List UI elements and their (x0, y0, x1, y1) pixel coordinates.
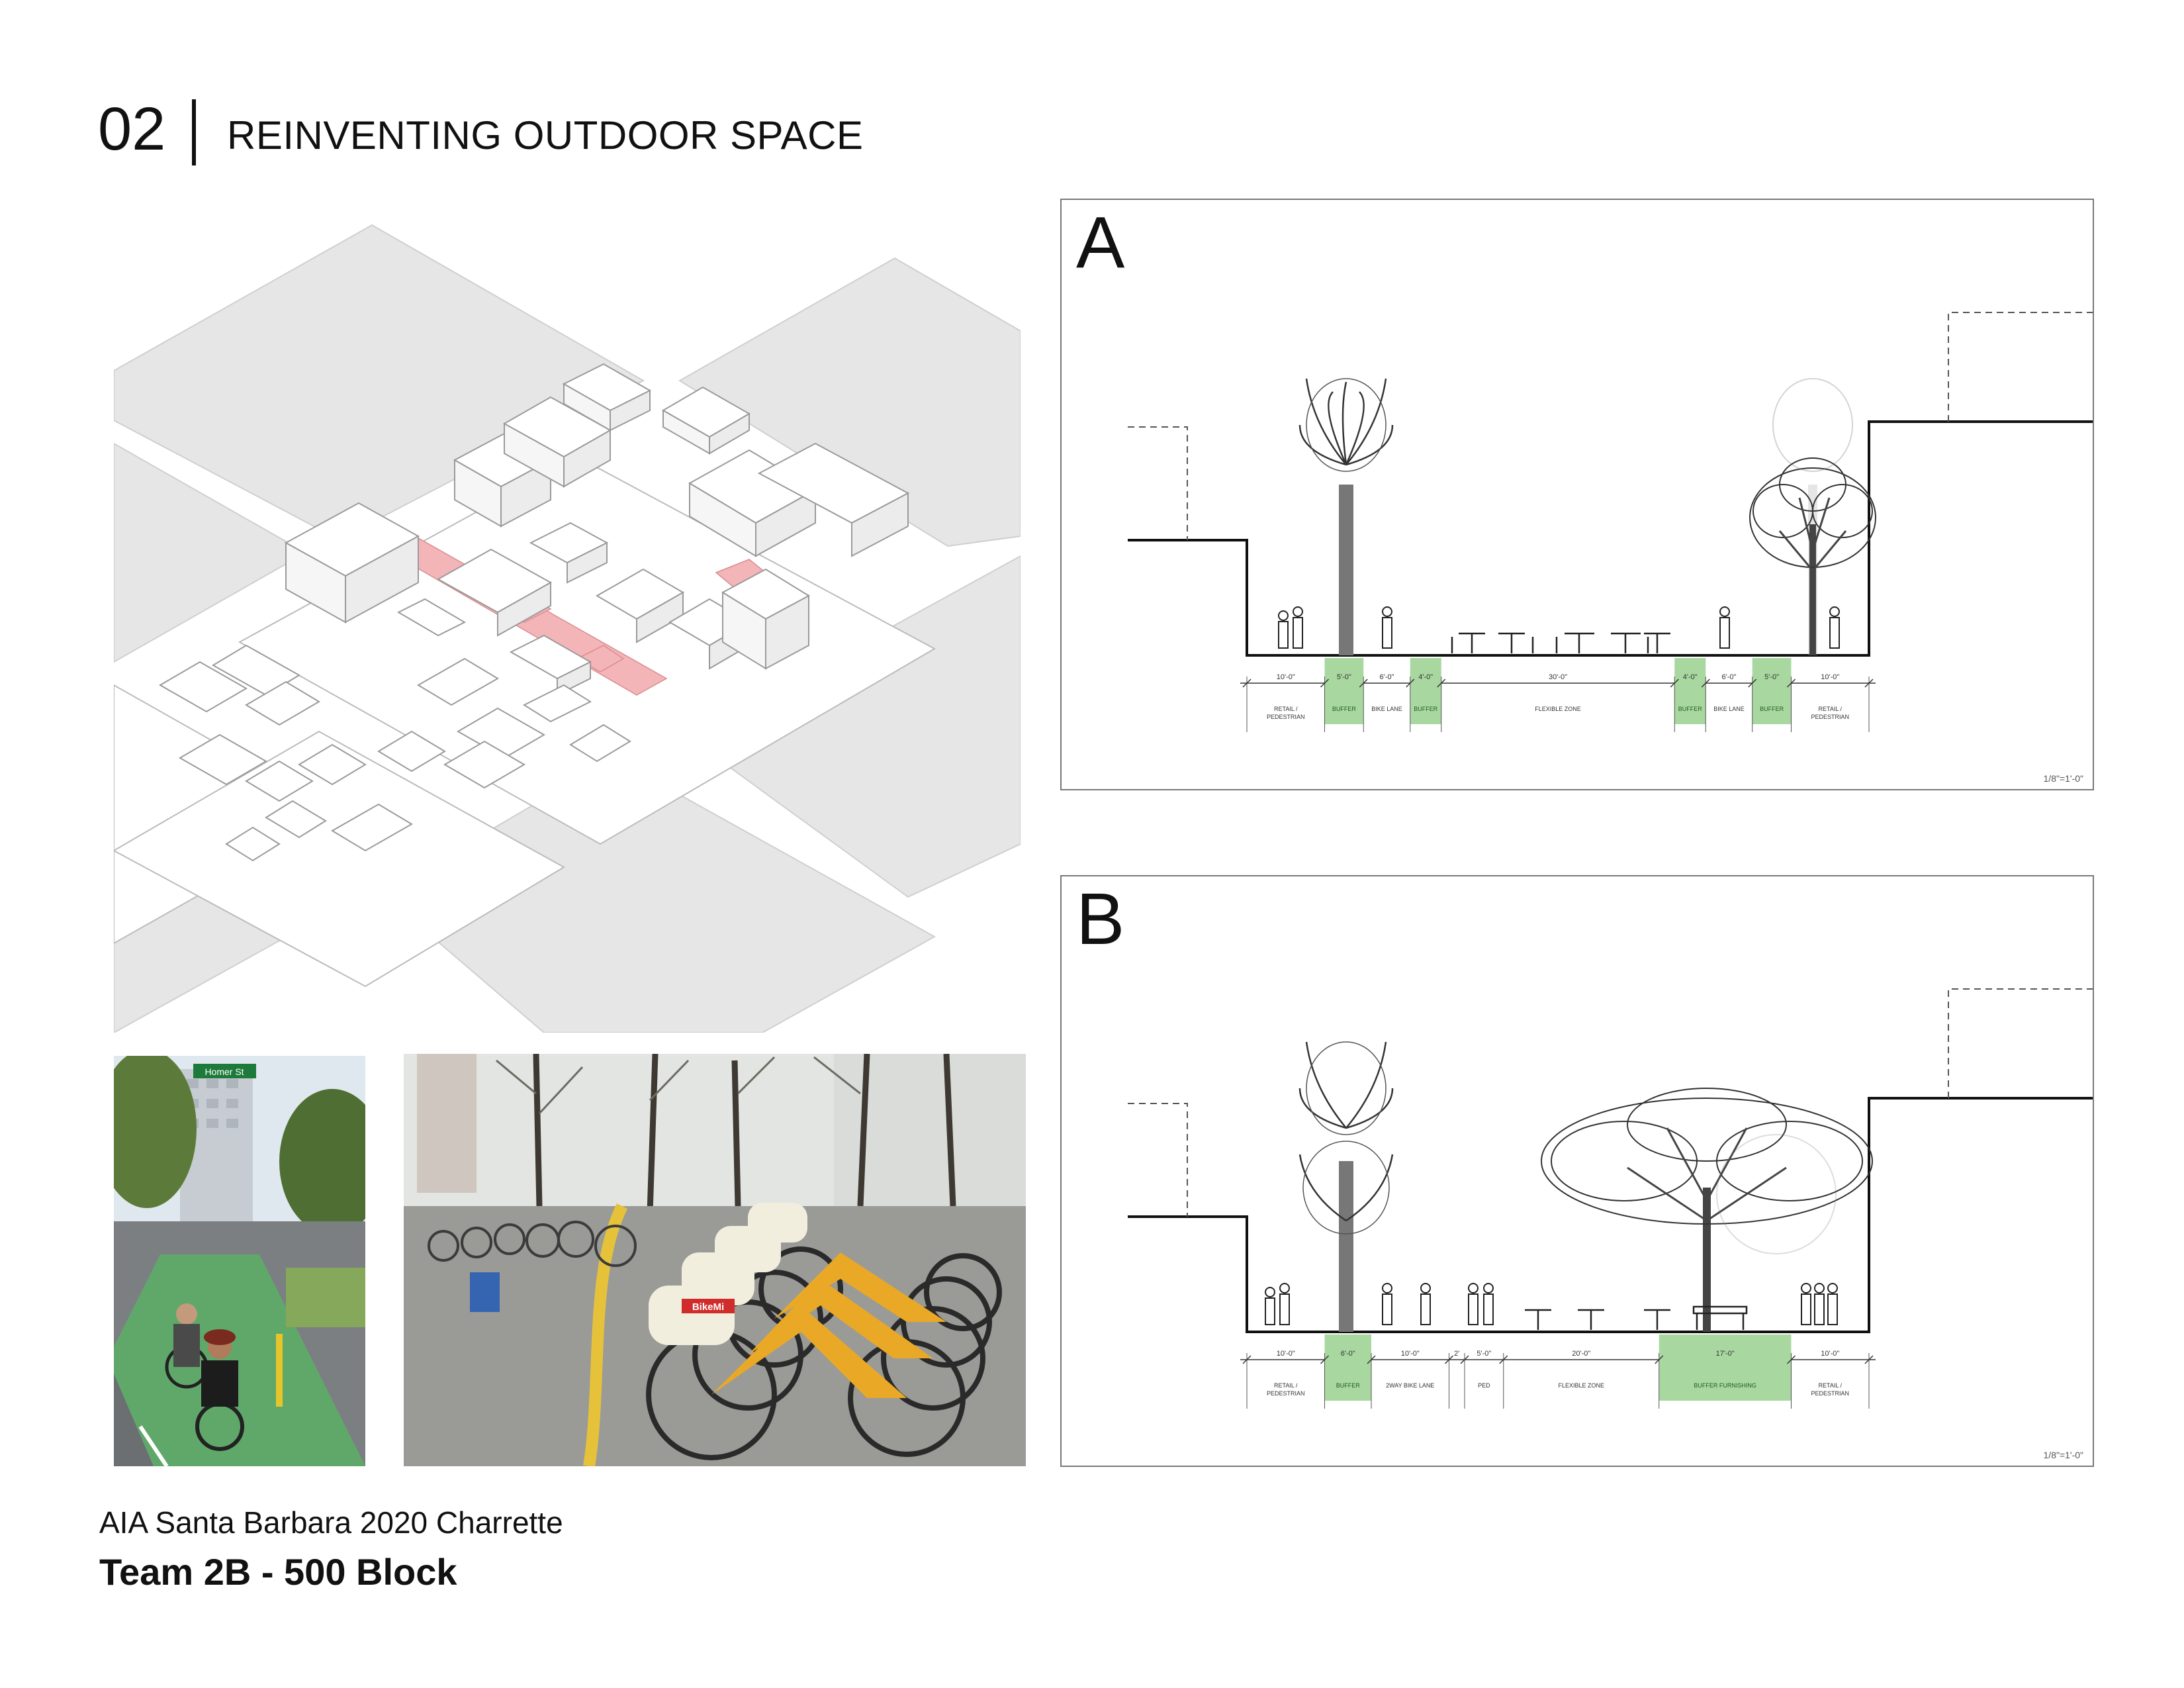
zone-label: RETAIL / (1818, 706, 1842, 712)
zone-label: BUFFER (1336, 1382, 1361, 1389)
footer-team: Team 2B - 500 Block (99, 1551, 457, 1593)
cyclists-photo: Homer St (114, 1056, 365, 1466)
furniture-icons (1525, 1305, 1748, 1330)
dimension-label: 17'-0" (1716, 1350, 1735, 1358)
dimension-label: 5'-0" (1337, 673, 1351, 681)
dimension-label: 10'-0" (1821, 1350, 1839, 1358)
section-letter-a: A (1076, 202, 1125, 283)
page-title: REINVENTING OUTDOOR SPACE (227, 113, 864, 158)
zone-label: BIKE LANE (1713, 706, 1745, 712)
street-section-a: A (1060, 199, 2094, 790)
zone-label: 2WAY BIKE LANE (1386, 1382, 1434, 1389)
dimension-label: 10'-0" (1401, 1350, 1420, 1358)
dimension-label: 4'-0" (1683, 673, 1698, 681)
header-divider (192, 99, 196, 165)
large-tree-icon (1541, 1088, 1873, 1332)
zone-label: FLEXIBLE ZONE (1558, 1382, 1604, 1389)
bike-share-photo: BikeMi (404, 1054, 1026, 1466)
zone-label: FLEXIBLE ZONE (1535, 706, 1581, 712)
axonometric-site-diagram (114, 182, 1021, 1033)
street-sign-text: Homer St (205, 1066, 244, 1077)
scale-note-a: 1/8"=1'-0" (2043, 773, 2083, 784)
people-icons (1265, 1283, 1838, 1325)
street-section-b: B (1060, 875, 2094, 1467)
zone-label: BUFFER (1332, 706, 1357, 712)
buffer-zone-b-6 (1659, 1335, 1792, 1401)
dimension-label: 10'-0" (1277, 1350, 1295, 1358)
block-left-mid (114, 442, 308, 663)
buffer-zone-b-1 (1324, 1335, 1371, 1401)
zone-label: RETAIL / (1274, 1382, 1298, 1389)
dimension-label: 4'-0" (1418, 673, 1433, 681)
bike-sticker-text: BikeMi (692, 1301, 724, 1313)
dimension-label: 30'-0" (1549, 673, 1567, 681)
lower-block-base-2 (114, 730, 566, 988)
dimension-label: 20'-0" (1572, 1350, 1590, 1358)
scale-note-b: 1/8"=1'-0" (2043, 1450, 2083, 1460)
dimension-label: 6'-0" (1722, 673, 1737, 681)
dimension-label: 10'-0" (1277, 673, 1295, 681)
dimension-label: 10'-0" (1821, 673, 1839, 681)
people-icons (1278, 606, 1840, 649)
deciduous-tree-icon (1749, 457, 1876, 655)
section-b-drawing: 10'-0"RETAIL /PEDESTRIAN6'-0"BUFFER10'-0… (1128, 988, 2093, 1409)
dimension-label: 2' (1454, 1350, 1459, 1358)
dimension-label: 6'-0" (1341, 1350, 1355, 1358)
zone-label: PEDESTRIAN (1811, 1390, 1849, 1397)
section-a-drawing: 10'-0" RETAIL / PEDESTRIAN 5'-0" BUFFER 6'-0"… (1128, 312, 2093, 732)
buffer-zone-a-1 (1324, 658, 1364, 724)
page-number: 02 (98, 95, 166, 163)
footer-event: AIA Santa Barbara 2020 Charrette (99, 1505, 563, 1540)
zone-label: BUFFER (1414, 706, 1438, 712)
zone-label: BUFFER FURNISHING (1694, 1382, 1756, 1389)
buildings (159, 363, 910, 862)
zone-label: PED (1478, 1382, 1490, 1389)
zone-label: RETAIL / (1818, 1382, 1842, 1389)
zone-label: BUFFER (1678, 706, 1703, 712)
zone-label: RETAIL / (1274, 706, 1298, 712)
zone-label: BUFFER (1760, 706, 1784, 712)
zone-label: PEDESTRIAN (1811, 714, 1849, 720)
block-right-mid (688, 555, 1021, 898)
zone-label: PEDESTRIAN (1267, 1390, 1305, 1397)
cafe-tables-icons (1451, 632, 1670, 653)
dimension-label: 5'-0" (1477, 1350, 1491, 1358)
palm-tree-icon (1298, 1041, 1394, 1332)
buffer-zone-a-3 (1410, 658, 1441, 724)
zone-label: BIKE LANE (1371, 706, 1402, 712)
palm-tree-icon (1298, 378, 1394, 655)
buffer-zone-a-5 (1674, 658, 1706, 724)
section-letter-b: B (1076, 878, 1125, 960)
dimension-label: 5'-0" (1764, 673, 1779, 681)
dimension-label: 6'-0" (1380, 673, 1394, 681)
zone-label: PEDESTRIAN (1267, 714, 1305, 720)
buffer-zone-a-7 (1752, 658, 1792, 724)
